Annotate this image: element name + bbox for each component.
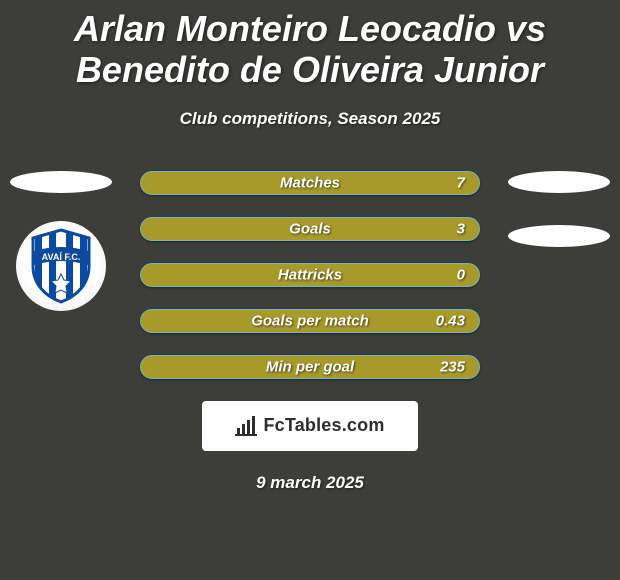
stat-value: 235	[440, 358, 465, 375]
stat-value: 7	[457, 174, 465, 191]
stat-label: Goals	[289, 220, 331, 237]
comparison-panel: AVAÍ F.C. Matches 7 Goals 3 Hattricks 0 Goals …	[0, 171, 620, 493]
stat-value: 0	[457, 266, 465, 283]
bar-chart-icon	[235, 416, 257, 436]
stat-label: Min per goal	[266, 358, 354, 375]
left-player-oval	[10, 171, 112, 193]
stat-bar: Hattricks 0	[140, 263, 480, 287]
stat-value: 0.43	[436, 312, 465, 329]
stat-label: Matches	[280, 174, 340, 191]
subtitle: Club competitions, Season 2025	[0, 109, 620, 129]
fctables-logo: FcTables.com	[202, 401, 418, 451]
stat-value: 3	[457, 220, 465, 237]
stat-bar: Goals 3	[140, 217, 480, 241]
right-player-oval-1	[508, 171, 610, 193]
stat-bar: Goals per match 0.43	[140, 309, 480, 333]
stat-label: Hattricks	[278, 266, 342, 283]
stat-bars: Matches 7 Goals 3 Hattricks 0 Goals per match 0…	[140, 171, 480, 379]
date-text: 9 march 2025	[0, 473, 620, 493]
fctables-text: FcTables.com	[263, 415, 384, 436]
stat-bar: Matches 7	[140, 171, 480, 195]
club-badge: AVAÍ F.C.	[16, 221, 106, 311]
svg-text:AVAÍ F.C.: AVAÍ F.C.	[42, 252, 81, 262]
stat-label: Goals per match	[251, 312, 369, 329]
stat-bar: Min per goal 235	[140, 355, 480, 379]
club-badge-svg: AVAÍ F.C.	[25, 226, 97, 306]
page-title: Arlan Monteiro Leocadio vs Benedito de O…	[0, 0, 620, 91]
right-player-oval-2	[508, 225, 610, 247]
